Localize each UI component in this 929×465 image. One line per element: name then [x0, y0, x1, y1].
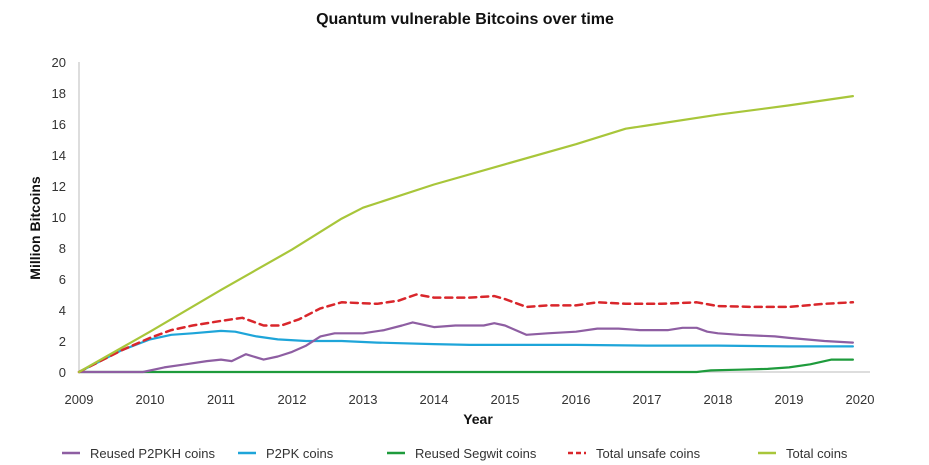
- legend-label: Total unsafe coins: [596, 446, 701, 461]
- y-tick-label: 6: [59, 272, 66, 287]
- y-tick-label: 8: [59, 241, 66, 256]
- y-tick-label: 0: [59, 365, 66, 380]
- x-tick-label: 2020: [846, 392, 875, 407]
- y-ticks: 0 2 4 6 8 10 12 14 16 18 20: [52, 55, 66, 380]
- x-tick-label: 2017: [633, 392, 662, 407]
- legend-label: Reused Segwit coins: [415, 446, 537, 461]
- y-tick-label: 20: [52, 55, 66, 70]
- y-tick-label: 14: [52, 148, 66, 163]
- x-ticks: 2009 2010 2011 2012 2013 2014 2015 2016 2017 2018…: [65, 392, 875, 407]
- y-tick-label: 16: [52, 117, 66, 132]
- x-tick-label: 2009: [65, 392, 94, 407]
- legend-label: Total coins: [786, 446, 848, 461]
- x-tick-label: 2015: [491, 392, 520, 407]
- y-tick-label: 2: [59, 334, 66, 349]
- x-tick-label: 2019: [775, 392, 804, 407]
- y-tick-label: 18: [52, 86, 66, 101]
- series-line-1: [77, 329, 855, 374]
- chart-title: Quantum vulnerable Bitcoins over time: [316, 11, 614, 28]
- y-tick-label: 12: [52, 179, 66, 194]
- y-tick-label: 10: [52, 210, 66, 225]
- x-axis-label: Year: [463, 411, 493, 427]
- x-tick-label: 2013: [349, 392, 378, 407]
- x-tick-label: 2011: [207, 392, 235, 407]
- x-tick-label: 2014: [420, 392, 449, 407]
- x-tick-label: 2012: [278, 392, 307, 407]
- series-line-0: [77, 321, 855, 374]
- legend: Reused P2PKH coins P2PK coins Reused Segwi…: [62, 446, 848, 461]
- series-line-3: [77, 293, 855, 374]
- x-tick-label: 2010: [136, 392, 165, 407]
- x-tick-label: 2018: [704, 392, 733, 407]
- series-line-4: [77, 94, 855, 374]
- series-layer: [77, 94, 855, 374]
- y-tick-label: 4: [59, 303, 66, 318]
- legend-label: P2PK coins: [266, 446, 334, 461]
- series-line-2: [77, 358, 855, 374]
- y-axis-label: Million Bitcoins: [27, 176, 43, 280]
- legend-label: Reused P2PKH coins: [90, 446, 216, 461]
- x-tick-label: 2016: [562, 392, 591, 407]
